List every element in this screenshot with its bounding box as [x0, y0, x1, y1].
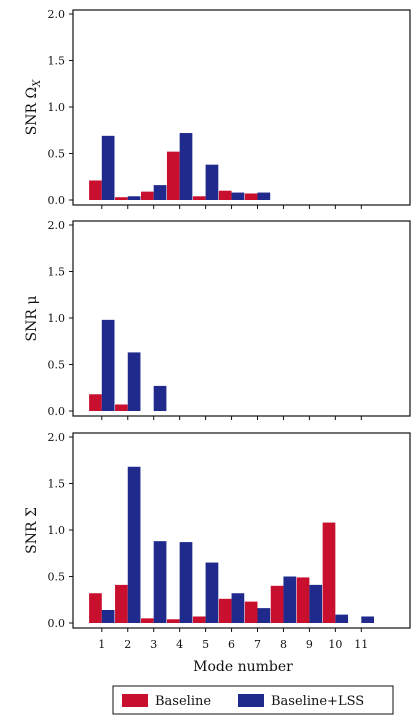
panel-1-bar-lss-mode-2: [127, 196, 141, 200]
panel-3-ytick-label-0.0: 0.0: [48, 617, 66, 630]
panel-3-bar-baseline-mode-3: [141, 618, 154, 623]
panel-1-bar-lss-mode-6: [231, 192, 245, 200]
panel-3-bar-lss-mode-10: [335, 614, 349, 623]
panel-2-ytick-label-1.0: 1.0: [48, 312, 66, 325]
panel-1-bar-baseline-mode-1: [89, 180, 102, 200]
panel-3-ytick-label-2.0: 2.0: [48, 431, 66, 444]
panel-1-ytick-label-2.0: 2.0: [48, 8, 66, 21]
panel-3-bar-baseline-mode-8: [270, 585, 284, 623]
panel-3-bar-baseline-mode-2: [115, 584, 128, 623]
panel-1-ytick-label-0.0: 0.0: [48, 194, 66, 207]
panel-1-bar-lss-mode-5: [205, 164, 219, 200]
panel-3-ylabel: SNR Σ: [24, 507, 40, 554]
panel-3-bar-lss-mode-7: [257, 608, 271, 623]
panel-1-bar-baseline-mode-6: [218, 190, 232, 200]
panel-3-xtick-label-11: 11: [354, 638, 368, 651]
legend-swatch-baseline: [122, 694, 148, 707]
panel-3-ytick-label-0.5: 0.5: [48, 571, 66, 584]
panel-3-xtick-label-3: 3: [150, 638, 157, 651]
panel-3-bar-baseline-mode-10: [322, 522, 336, 623]
legend-label-baseline: Baseline: [155, 694, 211, 709]
panel-3-xtick-label-6: 6: [228, 638, 235, 651]
panel-3-bar-baseline-mode-7: [244, 601, 258, 623]
panel-3-bar-baseline-mode-6: [218, 598, 232, 623]
panel-1-bar-lss-mode-1: [101, 135, 115, 200]
panel-3-bar-baseline-mode-4: [166, 619, 180, 623]
panel-1-ytick-label-1.5: 1.5: [48, 55, 66, 68]
panel-2-ytick-label-0.5: 0.5: [48, 359, 66, 372]
panel-1-bar-lss-mode-4: [179, 133, 193, 200]
panel-3-bar-lss-mode-6: [231, 593, 245, 623]
panel-3-ytick-label-1.5: 1.5: [48, 478, 66, 491]
panel-2-bar-lss-mode-2: [127, 352, 141, 411]
panel-2-bar-lss-mode-3: [153, 385, 167, 411]
panel-3-bar-baseline-mode-9: [296, 577, 310, 623]
panel-3-xtick-label-1: 1: [98, 638, 105, 651]
panel-1-ytick-label-1.0: 1.0: [48, 101, 66, 114]
panel-3-xtick-label-7: 7: [254, 638, 261, 651]
panel-1-ylabel-subscript: X: [32, 79, 43, 88]
panel-3-bar-lss-mode-3: [153, 541, 167, 623]
panel-3-bar-lss-mode-4: [179, 542, 193, 623]
panel-3-bar-lss-mode-8: [283, 576, 297, 623]
legend-swatch-lss: [238, 694, 264, 707]
panel-3-xtick-label-8: 8: [280, 638, 287, 651]
panel-3-bar-lss-mode-1: [101, 609, 115, 623]
panel-3-bar-lss-mode-11: [361, 616, 374, 623]
panel-3-bar-baseline-mode-5: [192, 616, 206, 623]
panel-1-ylabel: SNR ΩX: [24, 79, 43, 135]
panel-3-bar-baseline-mode-1: [89, 593, 102, 623]
panel-3-ytick-label-1.0: 1.0: [48, 524, 66, 537]
panel-2-bar-lss-mode-1: [101, 319, 115, 411]
panel-3-xtick-label-9: 9: [306, 638, 313, 651]
panel-1-bar-lss-mode-3: [153, 185, 167, 200]
panel-1-ytick-label-0.5: 0.5: [48, 148, 66, 161]
panel-2-bar-baseline-mode-2: [115, 404, 128, 411]
panel-3-xtick-label-10: 10: [328, 638, 342, 651]
panel-1-bar-lss-mode-7: [257, 192, 271, 200]
panel-3-bar-lss-mode-9: [309, 584, 323, 623]
panel-1-bar-baseline-mode-2: [115, 197, 128, 200]
legend-label-lss: Baseline+LSS: [271, 694, 364, 709]
panel-3-xtick-label-4: 4: [176, 638, 183, 651]
panel-1-frame: [72, 9, 411, 206]
panel-2-frame: [72, 220, 411, 417]
panel-3-xtick-label-5: 5: [202, 638, 209, 651]
panel-1-bar-baseline-mode-3: [141, 191, 154, 200]
panel-2-bar-baseline-mode-1: [89, 394, 102, 411]
panel-1-bar-baseline-mode-7: [244, 193, 258, 200]
panel-1-bar-baseline-mode-5: [192, 196, 206, 200]
panel-3-bar-lss-mode-5: [205, 562, 219, 623]
panel-3-xtick-label-2: 2: [124, 638, 131, 651]
panel-2-ylabel: SNR μ: [24, 296, 40, 342]
panel-3-xlabel: Mode number: [193, 659, 293, 675]
panel-2-ytick-label-0.0: 0.0: [48, 405, 66, 418]
panel-1-bar-baseline-mode-4: [166, 151, 180, 200]
panel-2-ytick-label-1.5: 1.5: [48, 266, 66, 279]
panel-3-bar-lss-mode-2: [127, 466, 141, 623]
panel-2-ytick-label-2.0: 2.0: [48, 219, 66, 232]
